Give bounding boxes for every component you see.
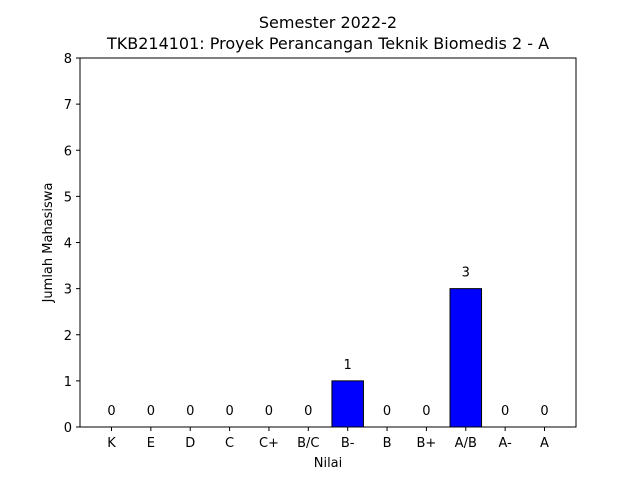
chart-title-line1: Semester 2022-2 [259,13,397,32]
y-tick-label-5: 5 [64,190,72,205]
data-label-C: 0 [225,404,233,419]
y-axis-label: Jumlah Mahasiswa [41,183,56,304]
y-tick-label-1: 1 [64,375,72,390]
y-tick-label-2: 2 [64,329,72,344]
bar-B- [331,380,364,428]
y-tick-label-3: 3 [64,283,72,298]
chart-title-line2: TKB214101: Proyek Perancangan Teknik Bio… [106,34,549,53]
x-tick-label-E: E [147,436,155,451]
data-label-C+: 0 [265,404,273,419]
x-tick-label-D: D [185,436,195,451]
data-label-B: 0 [383,404,391,419]
data-labels-group: 0 0 0 0 0 0 1 0 0 3 0 0 [107,266,548,419]
data-label-B/C: 0 [304,404,312,419]
x-tick-label-A/B: A/B [455,436,477,451]
x-tick-label-C+: C+ [259,436,279,451]
data-label-E: 0 [147,404,155,419]
y-tick-label-6: 6 [64,144,72,159]
data-label-A: 0 [540,404,548,419]
y-axis-ticks: 0 1 2 3 4 5 6 7 8 [64,52,80,436]
data-label-B-: 1 [344,358,352,373]
y-tick-label-4: 4 [64,237,72,252]
y-tick-label-7: 7 [64,98,72,113]
x-tick-label-A: A [540,436,549,451]
x-tick-label-K: K [107,436,116,451]
x-axis-ticks: K E D C C+ B/C B- B B+ A/B A- A [107,427,549,451]
x-tick-label-B/C: B/C [297,436,319,451]
x-tick-label-B-: B- [341,436,355,451]
data-label-K: 0 [107,404,115,419]
data-label-B+: 0 [422,404,430,419]
plot-area-frame [79,57,577,428]
bar-A/B [449,288,483,428]
x-tick-label-B: B [383,436,392,451]
data-label-A-: 0 [501,404,509,419]
x-axis-label: Nilai [314,456,343,471]
x-tick-label-B+: B+ [417,436,437,451]
y-tick-label-8: 8 [64,52,72,67]
x-tick-label-A-: A- [498,436,512,451]
data-label-D: 0 [186,404,194,419]
data-label-A/B: 3 [462,266,470,281]
y-tick-label-0: 0 [64,421,72,436]
x-tick-label-C: C [225,436,234,451]
bars-group [331,288,483,428]
